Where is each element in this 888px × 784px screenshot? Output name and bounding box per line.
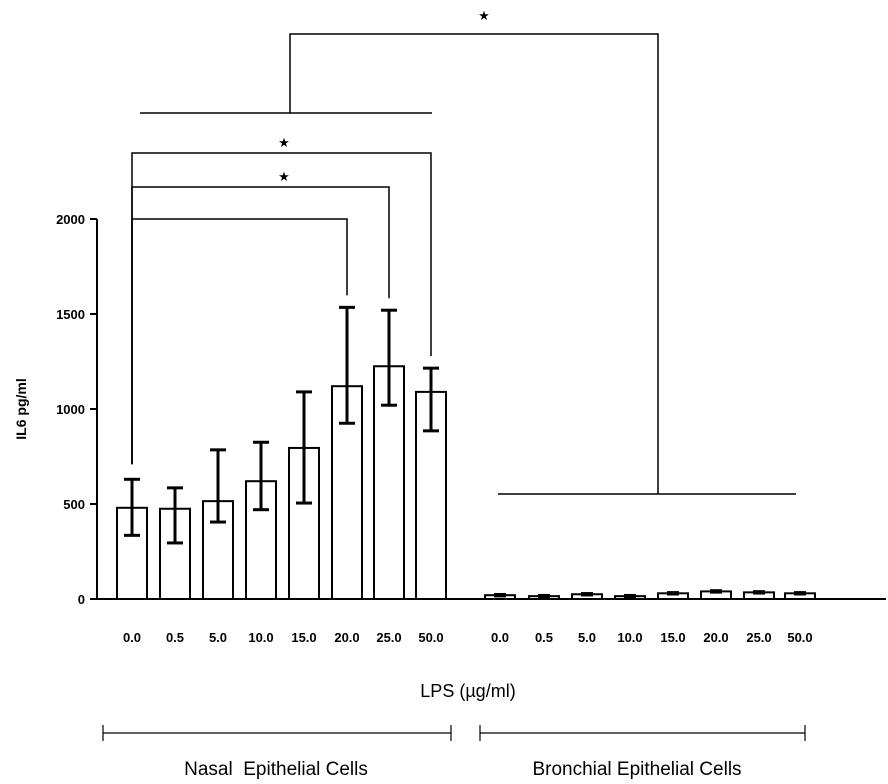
x-tick-label: 15.0: [660, 630, 685, 645]
x-tick-label: 25.0: [376, 630, 401, 645]
x-tick-label: 50.0: [418, 630, 443, 645]
significance-bracket-between-groups: [289, 33, 659, 494]
x-tick-label: 5.0: [209, 630, 227, 645]
x-tick-label: 20.0: [334, 630, 359, 645]
error-bars: [124, 305, 806, 599]
x-tick-label: 0.0: [123, 630, 141, 645]
bars: [116, 365, 816, 601]
bar: [116, 506, 148, 600]
significance-brackets: ★ ★ ★: [131, 9, 796, 495]
x-axis-label: LPS (µg/ml): [420, 681, 515, 701]
bar: [202, 500, 234, 600]
y-tick-label: 500: [63, 497, 85, 512]
x-tick-label: 0.0: [491, 630, 509, 645]
significance-star: ★: [278, 170, 290, 185]
x-tick-label: 25.0: [746, 630, 771, 645]
x-tick-label: 0.5: [535, 630, 553, 645]
y-tick-label: 1000: [56, 402, 85, 417]
y-axis-label: IL6 pg/ml: [13, 378, 29, 439]
x-tick-label: 15.0: [291, 630, 316, 645]
group-label: Nasal Epithelial Cells: [184, 759, 368, 780]
x-tick-label: 50.0: [787, 630, 812, 645]
significance-bracket: [131, 218, 348, 465]
significance-star: ★: [278, 136, 290, 151]
x-tick-label: 10.0: [617, 630, 642, 645]
y-tick-label: 0: [78, 592, 85, 607]
x-tick-label: 5.0: [578, 630, 596, 645]
group-label: Bronchial Epithelial Cells: [532, 759, 741, 780]
y-tick-label: 2000: [56, 212, 85, 227]
significance-star: ★: [478, 9, 490, 24]
x-tick-label: 20.0: [703, 630, 728, 645]
x-tick-label: 10.0: [248, 630, 273, 645]
x-tick-label: 0.5: [166, 630, 184, 645]
y-tick-label: 1500: [56, 307, 85, 322]
labels: 0.0 0.5 5.0 10.0 15.0 20.0 25.0 50.0 0.0 0.5 5.0 10…: [13, 378, 813, 780]
significance-bracket: [131, 152, 432, 465]
